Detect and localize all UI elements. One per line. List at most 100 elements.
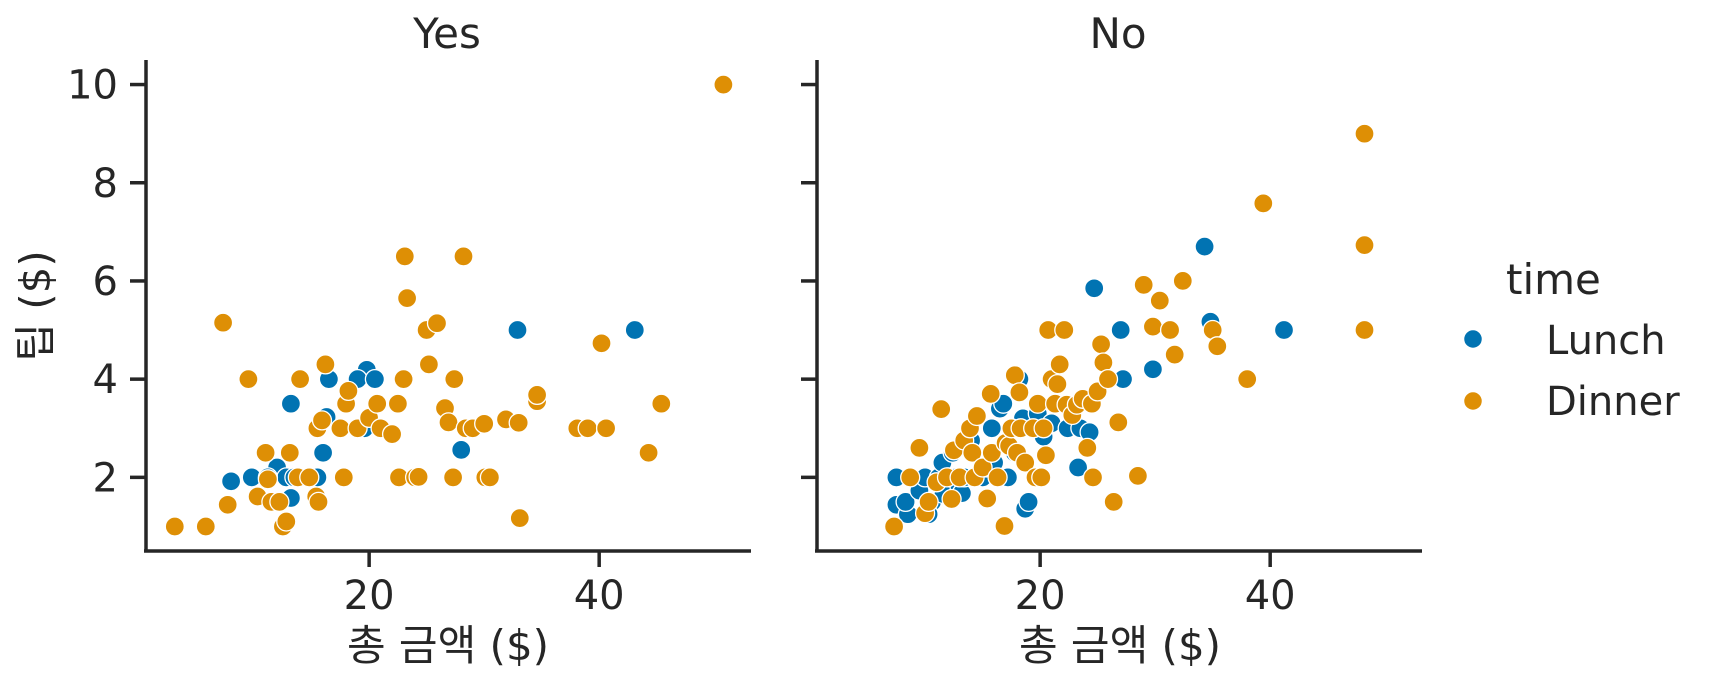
point-yes-dinner xyxy=(591,333,612,354)
point-yes-dinner xyxy=(713,74,734,95)
y-tick-label: 6 xyxy=(93,259,118,305)
point-yes-dinner xyxy=(442,467,464,488)
y-tick-label: 8 xyxy=(93,161,118,207)
point-yes-dinner xyxy=(195,516,216,537)
point-no-dinner xyxy=(980,383,1001,405)
point-no-dinner xyxy=(931,398,952,420)
point-yes-dinner xyxy=(333,467,354,488)
y-axis-ticks: 2 4 6 8 10 xyxy=(67,63,146,501)
point-no-dinner xyxy=(1103,491,1124,513)
y-tick-label: 2 xyxy=(93,455,118,501)
point-no-dinner xyxy=(1027,393,1048,414)
point-no-dinner xyxy=(1253,193,1274,214)
point-yes-dinner xyxy=(393,368,414,390)
point-yes-dinner xyxy=(289,368,311,390)
point-yes-dinner xyxy=(387,393,409,414)
point-no-dinner xyxy=(1133,274,1154,296)
point-no-dinner xyxy=(1033,418,1054,439)
point-yes-dinner xyxy=(408,466,429,488)
point-yes-dinner xyxy=(212,312,234,333)
point-no-dinner xyxy=(1015,452,1036,473)
point-yes-dinner xyxy=(330,418,351,439)
legend-marker-lunch xyxy=(1462,328,1484,350)
point-no-dinner xyxy=(1077,437,1098,459)
panel-no-x-axis-label: 총 금액 ($) xyxy=(1019,621,1221,670)
panel-yes-x-ticks: 20 40 xyxy=(344,551,625,619)
point-no-lunch xyxy=(895,491,916,513)
point-no-dinner xyxy=(1354,123,1375,144)
legend-label-dinner: Dinner xyxy=(1546,379,1680,425)
point-yes-dinner xyxy=(238,368,259,390)
point-yes-dinner xyxy=(276,511,297,532)
point-yes-dinner xyxy=(308,491,329,513)
point-yes-dinner xyxy=(595,418,617,439)
point-no-dinner xyxy=(1035,445,1057,466)
point-no-dinner xyxy=(1049,354,1070,375)
point-no-dinner xyxy=(1090,334,1112,355)
panel-yes-x-axis-label: 총 금액 ($) xyxy=(347,621,549,670)
point-no-dinner xyxy=(941,488,962,510)
point-no-dinner xyxy=(1054,319,1075,341)
point-yes-dinner xyxy=(279,442,300,463)
point-yes-lunch xyxy=(624,319,645,341)
legend-title: time xyxy=(1506,255,1601,304)
legend-marker-dinner xyxy=(1462,390,1484,412)
legend: time Lunch Dinner xyxy=(1462,255,1680,425)
point-yes-dinner xyxy=(367,393,388,414)
point-yes-dinner xyxy=(381,423,403,445)
point-no-lunch xyxy=(1273,319,1295,341)
point-no-dinner xyxy=(1142,316,1164,337)
point-no-dinner xyxy=(977,488,998,509)
point-no-dinner xyxy=(1009,382,1030,403)
point-yes-dinner xyxy=(315,354,336,375)
point-no-lunch xyxy=(1194,236,1215,257)
point-no-dinner xyxy=(900,467,921,488)
y-axis-label: 팁 ($) xyxy=(11,250,60,361)
point-yes-dinner xyxy=(526,384,548,406)
point-yes-dinner xyxy=(577,418,598,439)
point-no-dinner xyxy=(883,516,905,537)
point-yes-dinner xyxy=(426,313,448,334)
point-yes-dinner xyxy=(638,442,659,463)
point-no-dinner xyxy=(1172,270,1193,292)
point-yes-dinner xyxy=(164,516,185,537)
point-yes-dinner xyxy=(396,287,418,309)
point-no-dinner xyxy=(1097,368,1119,390)
point-no-dinner xyxy=(972,457,993,478)
point-yes-dinner xyxy=(338,380,359,402)
point-no-dinner xyxy=(1149,290,1170,311)
x-tick-label: 20 xyxy=(344,573,395,619)
x-tick-label: 20 xyxy=(1015,573,1066,619)
point-no-dinner xyxy=(1004,365,1025,386)
point-yes-lunch xyxy=(507,319,528,341)
point-no-dinner xyxy=(981,442,1002,463)
point-yes-lunch xyxy=(451,439,472,461)
point-no-dinner xyxy=(1127,465,1149,487)
point-yes-lunch xyxy=(312,442,334,463)
point-yes-dinner xyxy=(255,442,276,463)
point-no-dinner xyxy=(909,437,930,459)
point-no-dinner xyxy=(966,405,988,427)
point-yes-dinner xyxy=(257,469,279,490)
point-no-dinner xyxy=(1031,467,1052,488)
point-yes-dinner xyxy=(394,246,415,267)
point-no-dinner xyxy=(1108,412,1129,433)
point-no-dinner xyxy=(1082,467,1104,488)
point-no-dinner xyxy=(1047,373,1068,395)
point-no-dinner xyxy=(1159,319,1181,341)
point-no-lunch xyxy=(1067,457,1089,478)
point-no-dinner xyxy=(1354,234,1375,256)
point-no-dinner xyxy=(918,491,939,513)
panel-no-x-ticks: 20 40 xyxy=(1015,551,1296,619)
point-no-dinner xyxy=(1164,344,1185,365)
panel-no-points xyxy=(883,123,1375,537)
point-no-dinner xyxy=(987,467,1008,488)
panel-title-no: No xyxy=(1089,9,1146,58)
point-yes-dinner xyxy=(508,412,529,433)
point-no-lunch xyxy=(1142,359,1164,380)
panel-title-yes: Yes xyxy=(412,9,481,58)
point-yes-dinner xyxy=(509,507,530,529)
point-no-dinner xyxy=(1354,319,1375,341)
point-yes-lunch xyxy=(364,368,386,390)
panel-no-y-ticks xyxy=(801,82,817,480)
